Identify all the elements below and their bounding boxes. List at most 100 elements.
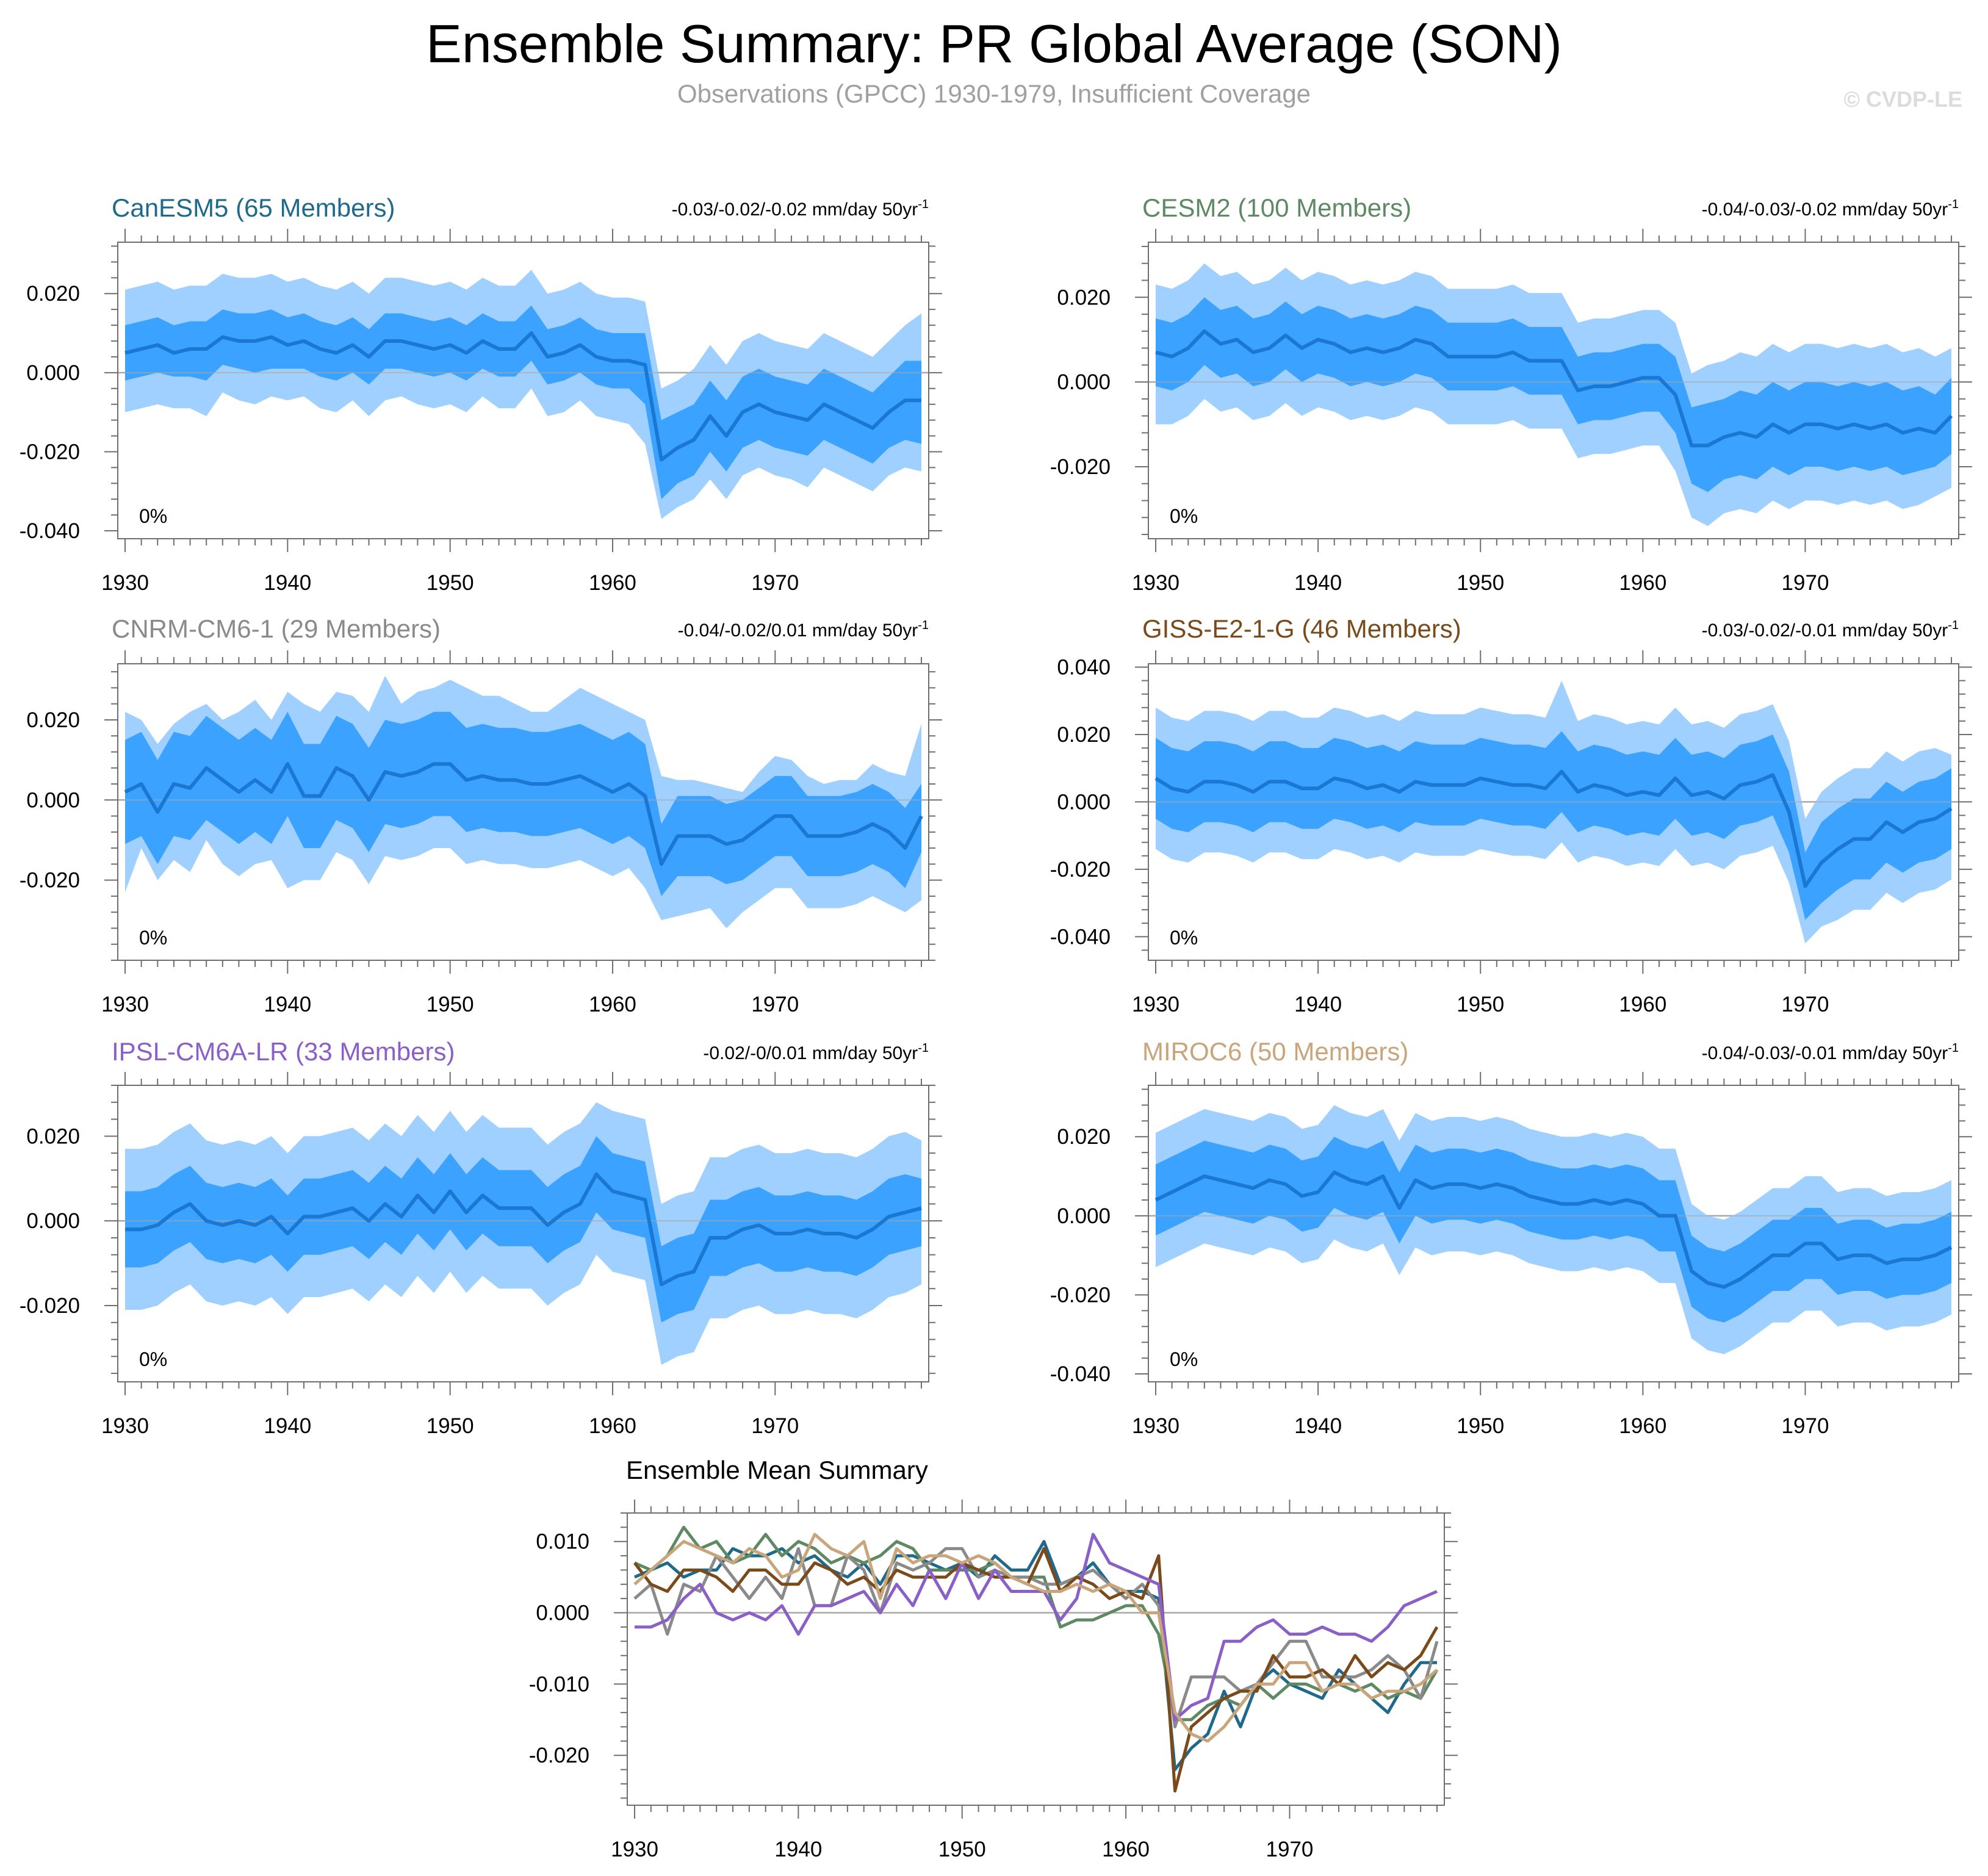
x-tick-label: 1930 <box>101 1414 149 1438</box>
ensemble-mean-series-1 <box>634 1540 1437 1772</box>
y-tick-label: -0.040 <box>1050 1362 1111 1386</box>
model-title: MIROC6 (50 Members) <box>1142 1037 1408 1066</box>
trend-exponent: -1 <box>1948 1041 1959 1055</box>
plot-area <box>627 1525 1444 1793</box>
percent-label: 0% <box>1170 505 1198 527</box>
trend-label: -0.03/-0.02/-0.02 mm/day 50yr-1 <box>672 198 929 220</box>
x-tick-label: 1960 <box>589 571 636 595</box>
x-tick-label: 1950 <box>427 571 474 595</box>
x-tick-label: 1940 <box>264 993 311 1016</box>
x-tick-label: 1930 <box>1132 571 1179 595</box>
chart-panel-4: 1930 1940 1950 1960 1970 0.040 0.020 0.000 -0.02… <box>1050 614 1972 1016</box>
x-tick-label: 1940 <box>264 1414 311 1438</box>
y-tick-label: 0.000 <box>1057 1204 1111 1228</box>
x-tick-label: 1970 <box>1782 1414 1829 1438</box>
ensemble-mean-line <box>1154 769 1953 888</box>
x-tick-label: 1930 <box>1132 993 1179 1016</box>
percent-label: 0% <box>139 505 167 527</box>
ensemble-mean-series-3 <box>633 1547 1439 1728</box>
trend-exponent: -1 <box>1948 619 1959 632</box>
y-tick-label: 0.040 <box>1057 656 1111 680</box>
x-tick-label: 1950 <box>1457 993 1504 1016</box>
y-tick-label: 0.010 <box>536 1530 589 1554</box>
chart-panel-5: 1930 1940 1950 1960 1970 0.020 0.000 -0.020 IPSL… <box>20 1037 942 1438</box>
plot-frame <box>1148 663 1959 961</box>
y-tick-label: 0.020 <box>26 282 80 306</box>
range-25-75-band <box>1156 297 1951 492</box>
ensemble-mean-series-5 <box>635 1533 1438 1722</box>
trend-value: -0.03/-0.02/-0.01 mm/day 50yr <box>1702 620 1948 641</box>
x-tick-label: 1940 <box>264 571 311 595</box>
x-tick-label: 1940 <box>774 1838 822 1861</box>
x-tick-label: 1950 <box>1457 571 1504 595</box>
x-tick-label: 1940 <box>1294 993 1342 1016</box>
page-subtitle: Observations (GPCC) 1930-1979, Insuffici… <box>677 79 1311 108</box>
model-title: CanESM5 (65 Members) <box>112 193 395 222</box>
x-tick-label: 1950 <box>1457 1414 1504 1438</box>
chart-panel-1: 1930 1940 1950 1960 1970 0.020 0.000 -0.020 -0.0… <box>20 193 942 595</box>
chart-panel-3: 1930 1940 1950 1960 1970 0.020 0.000 -0.020 CNRM… <box>20 614 942 1016</box>
y-tick-label: -0.020 <box>20 1294 80 1318</box>
plot-frame <box>117 1085 929 1382</box>
x-tick-label: 1960 <box>1619 1414 1666 1438</box>
percent-label: 0% <box>139 927 167 949</box>
plot-frame <box>117 242 929 539</box>
trend-exponent: -1 <box>918 198 929 211</box>
x-tick-label: 1950 <box>427 993 474 1016</box>
y-tick-label: -0.010 <box>529 1672 589 1696</box>
y-tick-label: -0.040 <box>1050 925 1111 949</box>
plot-frame <box>1148 242 1959 539</box>
plot-area <box>118 1102 929 1365</box>
plot-area <box>1148 1105 1959 1354</box>
chart-panel-6: 1930 1940 1950 1960 1970 0.020 0.000 -0.020 -0.0… <box>1050 1037 1972 1438</box>
summary-title: Ensemble Mean Summary <box>626 1456 928 1484</box>
y-tick-label: 0.020 <box>1057 1125 1111 1149</box>
x-tick-label: 1970 <box>1266 1838 1314 1861</box>
chart-panel-7: 1930 1940 1950 1960 1970 0.010 0.000 -0.010 -0.0… <box>529 1456 1458 1861</box>
x-tick-label: 1930 <box>101 993 149 1016</box>
plot-area <box>118 675 929 929</box>
plot-frame <box>117 663 929 961</box>
ensemble-mean-series-2 <box>633 1525 1439 1722</box>
trend-exponent: -1 <box>918 1041 929 1055</box>
x-tick-label: 1970 <box>1782 993 1829 1016</box>
trend-exponent: -1 <box>918 619 929 632</box>
x-tick-label: 1950 <box>427 1414 474 1438</box>
y-tick-label: 0.020 <box>1057 286 1111 309</box>
plot-area <box>118 270 929 519</box>
plot-frame <box>627 1512 1445 1806</box>
trend-value: -0.04/-0.03/-0.02 mm/day 50yr <box>1702 199 1948 220</box>
trend-exponent: -1 <box>1948 198 1959 211</box>
percent-label: 0% <box>139 1348 167 1370</box>
range-25-75-band <box>125 305 921 500</box>
ensemble-mean-line <box>1154 1170 1953 1289</box>
percent-label: 0% <box>1170 1348 1198 1370</box>
y-tick-label: -0.020 <box>1050 858 1111 882</box>
trend-label: -0.04/-0.03/-0.01 mm/day 50yr-1 <box>1702 1041 1959 1063</box>
trend-label: -0.04/-0.03/-0.02 mm/day 50yr-1 <box>1702 198 1959 220</box>
x-tick-label: 1940 <box>1294 1414 1342 1438</box>
ensemble-mean-line <box>124 762 923 866</box>
page-title: Ensemble Summary: PR Global Average (SON… <box>426 13 1562 74</box>
x-tick-label: 1940 <box>1294 571 1342 595</box>
trend-label: -0.02/-0/0.01 mm/day 50yr-1 <box>703 1041 929 1063</box>
y-tick-label: -0.020 <box>1050 1283 1111 1307</box>
percent-label: 0% <box>1170 927 1198 949</box>
x-tick-label: 1960 <box>589 1414 636 1438</box>
y-tick-label: -0.020 <box>20 869 80 893</box>
x-tick-label: 1970 <box>751 1414 799 1438</box>
model-title: GISS-E2-1-G (46 Members) <box>1142 614 1461 643</box>
y-tick-label: 0.020 <box>26 1124 80 1148</box>
trend-label: -0.03/-0.02/-0.01 mm/day 50yr-1 <box>1702 619 1959 641</box>
y-tick-label: 0.000 <box>1057 370 1111 394</box>
y-tick-label: -0.020 <box>529 1744 589 1767</box>
y-tick-label: 0.000 <box>536 1601 589 1625</box>
model-title: CNRM-CM6-1 (29 Members) <box>112 614 441 643</box>
y-tick-label: 0.000 <box>26 788 80 812</box>
y-tick-label: -0.040 <box>20 519 80 543</box>
ensemble-mean-series-6 <box>633 1533 1438 1743</box>
ensemble-mean-line <box>124 331 921 462</box>
ensemble-mean-series-4 <box>633 1547 1439 1793</box>
range-25-75-band <box>1156 731 1951 920</box>
